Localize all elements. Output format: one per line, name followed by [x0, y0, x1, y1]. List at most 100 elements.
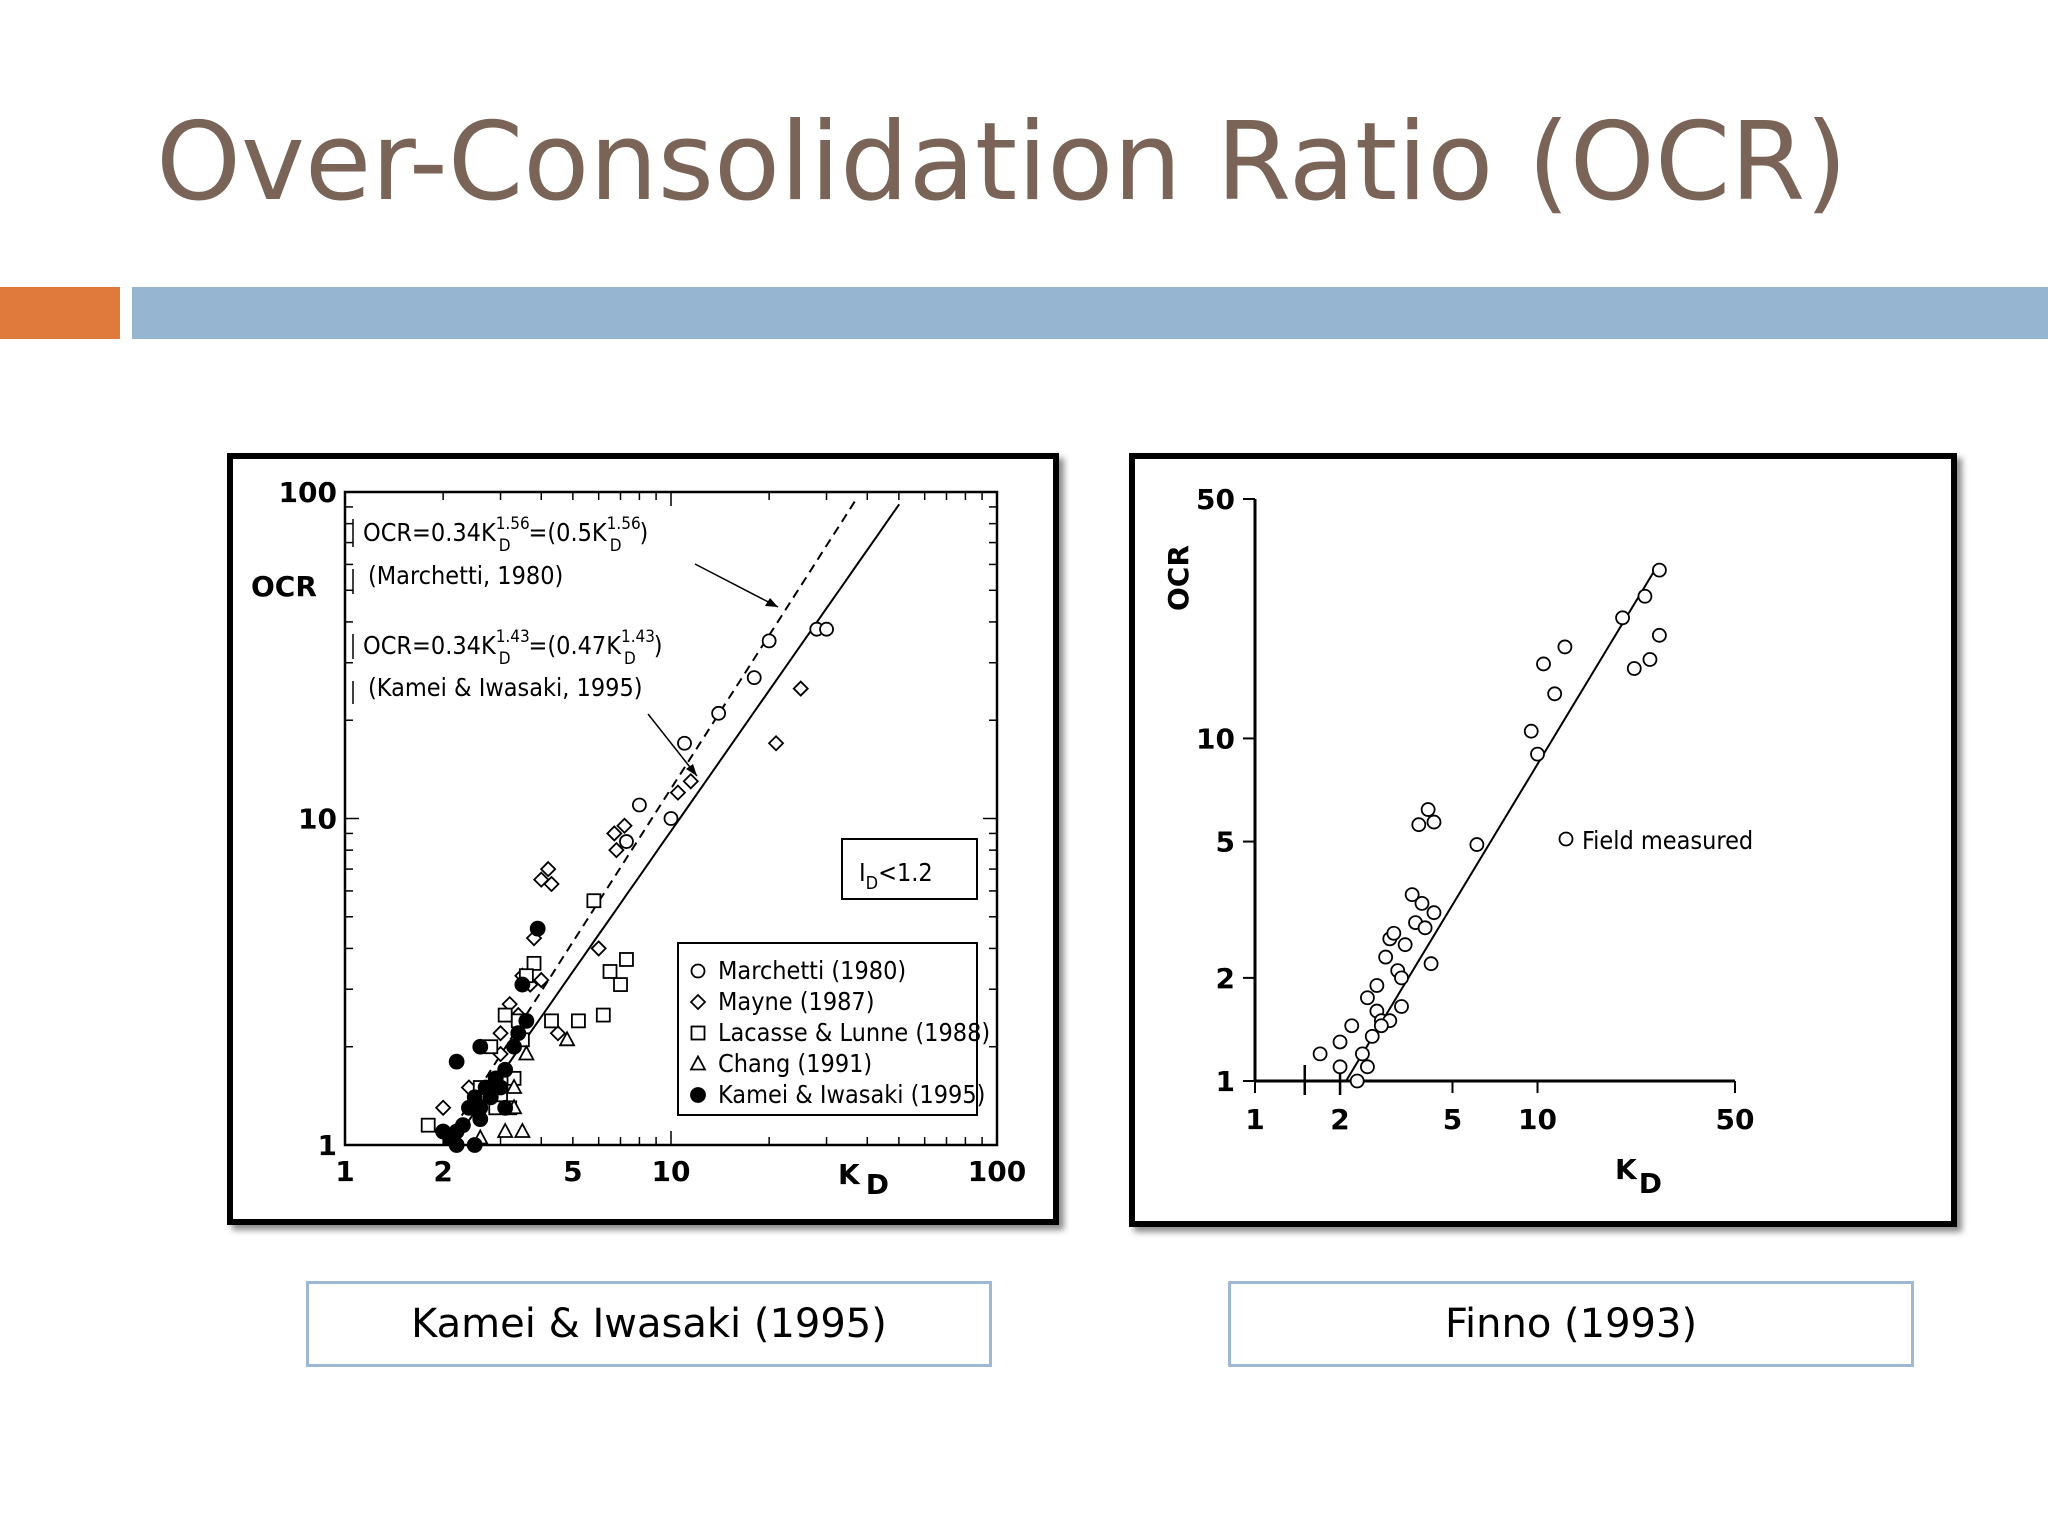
annotation-arrow-marchetti — [694, 563, 779, 608]
data-point — [434, 1099, 452, 1117]
data-point — [514, 976, 531, 993]
data-point — [819, 621, 834, 637]
id-rest: <1.2 — [878, 858, 933, 887]
data-point — [619, 952, 634, 967]
data-point — [1615, 610, 1630, 626]
data-point — [613, 977, 628, 992]
data-point — [532, 871, 550, 888]
eq-sub: D — [499, 536, 511, 556]
accent-bar-orange — [0, 287, 120, 339]
chart-panel-finno: 1 2 5 10 50 1 2 5 10 50 OCR KD Field measured — [1129, 453, 1957, 1227]
eq-exp: 1.43 — [496, 627, 530, 647]
data-point — [1386, 925, 1402, 941]
eq-sub: D — [499, 649, 511, 669]
data-point — [1312, 1046, 1328, 1062]
x-tick-label: 1 — [1245, 1103, 1264, 1136]
data-point — [761, 633, 777, 649]
data-point — [420, 1117, 436, 1133]
data-point — [1404, 887, 1420, 903]
x-tick-label: 5 — [1443, 1103, 1462, 1136]
x-tick-label: 2 — [433, 1155, 452, 1188]
y-tick-label: 5 — [1216, 826, 1235, 859]
data-point — [746, 670, 762, 686]
annotation-arrowhead-kamei — [686, 764, 697, 776]
data-point — [510, 1025, 527, 1042]
data-point — [1364, 1028, 1380, 1044]
data-point — [1469, 837, 1485, 852]
legend-marker — [689, 993, 707, 1011]
data-point — [619, 834, 634, 849]
caption-finno: Finno (1993) — [1228, 1281, 1914, 1367]
legend-label: Chang (1991) — [718, 1049, 872, 1078]
data-point — [472, 1038, 489, 1055]
data-point — [517, 1044, 535, 1061]
data-point — [682, 773, 700, 790]
data-point — [1373, 1018, 1389, 1034]
equation-ref-marchetti: (Marchetti, 1980) — [368, 561, 563, 590]
data-point — [1332, 1059, 1348, 1075]
eq-end: ) — [639, 518, 648, 547]
legend-label: Field measured — [1582, 826, 1753, 855]
annotation-arrow-kamei — [647, 713, 698, 777]
data-point — [767, 734, 785, 752]
data-point — [1397, 937, 1413, 953]
id-main: I — [859, 858, 866, 887]
data-point — [1414, 895, 1430, 911]
data-point — [1536, 656, 1551, 672]
data-point — [677, 735, 692, 751]
data-point — [595, 1007, 611, 1023]
data-point — [1378, 949, 1394, 965]
eq-lhs: OCR=0.34K — [363, 518, 497, 547]
y-tick-label: 10 — [1196, 722, 1235, 755]
eq-lhs: OCR=0.34K — [363, 631, 497, 660]
data-point — [1349, 1073, 1365, 1089]
data-point — [461, 1099, 477, 1116]
data-point — [1394, 970, 1409, 986]
data-point — [1651, 627, 1667, 643]
data-point — [1332, 1034, 1348, 1050]
data-point — [602, 964, 618, 979]
data-point — [497, 1099, 514, 1116]
data-point — [606, 825, 623, 842]
eq-exp2: 1.43 — [621, 627, 655, 647]
eq-end: ) — [654, 631, 663, 660]
x-tick-label: 5 — [563, 1155, 582, 1188]
data-point — [1344, 1018, 1360, 1034]
y-axis-label: OCR — [1162, 545, 1195, 611]
data-point — [590, 940, 607, 957]
equation-ref-kamei: (Kamei & Iwasaki, 1995) — [368, 673, 643, 702]
legend-marker — [690, 963, 706, 979]
y-tick-label: 10 — [298, 803, 337, 836]
data-point — [632, 797, 647, 813]
legend-marker — [690, 1087, 706, 1103]
x-tick-label: 50 — [1716, 1103, 1755, 1136]
data-point — [1523, 723, 1539, 739]
data-point — [543, 875, 560, 893]
legend-label: Mayne (1987) — [718, 987, 875, 1016]
data-point — [518, 1012, 535, 1029]
data-point — [663, 811, 679, 826]
legend-marker — [1558, 831, 1574, 847]
data-point — [505, 1078, 523, 1094]
data-point — [608, 841, 625, 859]
x-axis-label: KD — [1615, 1153, 1662, 1200]
data-point — [1637, 588, 1653, 604]
data-point — [466, 1137, 483, 1153]
x-axis-label-main: K — [1615, 1153, 1638, 1186]
data-point — [448, 1053, 465, 1070]
legend-marker — [689, 1054, 707, 1071]
data-point — [616, 817, 633, 835]
data-point — [455, 1117, 471, 1134]
data-point — [448, 1137, 465, 1153]
legend: Field measured — [1558, 826, 1753, 855]
equation-marchetti: OCR=0.34K1.56 D =(0.5K1.56 D) — [363, 514, 648, 556]
chart-finno: 1 2 5 10 50 1 2 5 10 50 OCR KD Field measured — [1162, 483, 1755, 1200]
x-tick-label: 10 — [1518, 1103, 1557, 1136]
y-tick-label: 1 — [318, 1129, 337, 1162]
data-point — [1530, 746, 1545, 762]
data-point — [472, 1111, 489, 1128]
eq-sub2: D — [624, 649, 636, 669]
data-point — [1394, 999, 1409, 1014]
